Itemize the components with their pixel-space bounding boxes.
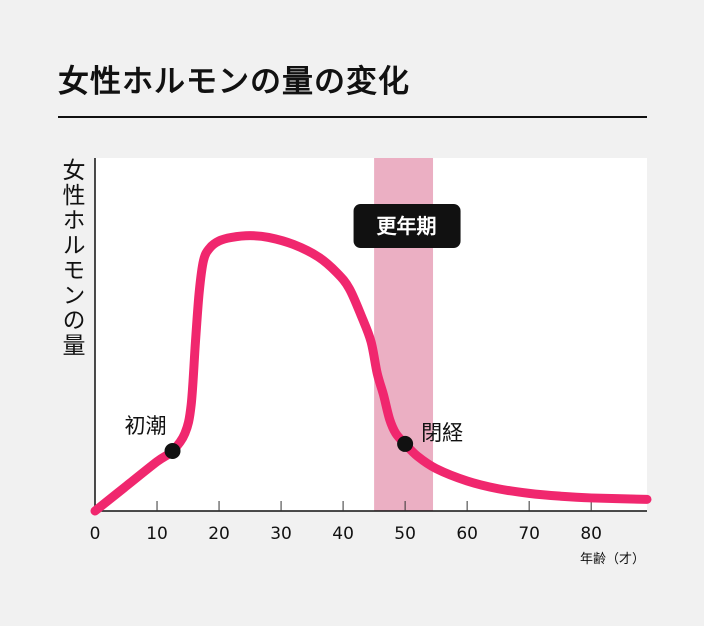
hormone-curve	[90, 231, 652, 516]
x-tick-label: 20	[208, 524, 230, 544]
annotation-marker	[397, 435, 414, 452]
annotation-marker	[164, 442, 181, 459]
y-axis-label: 女性ホルモンの量	[58, 158, 84, 358]
x-tick-label: 70	[518, 524, 540, 544]
x-tick-label: 40	[332, 524, 354, 544]
x-tick-label: 30	[270, 524, 292, 544]
x-tick-label: 60	[456, 524, 478, 544]
menopause-label: 更年期	[377, 214, 437, 238]
x-tick-label: 50	[394, 524, 416, 544]
annotation-label: 初潮	[125, 414, 167, 438]
x-tick-label: 10	[146, 524, 168, 544]
annotation-label: 閉経	[421, 421, 463, 445]
x-tick-label: 0	[90, 524, 101, 544]
page-title: 女性ホルモンの量の変化	[58, 64, 410, 100]
x-axis-label: 年齢（才）	[580, 552, 645, 567]
x-tick-label: 80	[580, 524, 602, 544]
title-divider	[58, 116, 647, 118]
menopause-label-box	[353, 204, 461, 248]
